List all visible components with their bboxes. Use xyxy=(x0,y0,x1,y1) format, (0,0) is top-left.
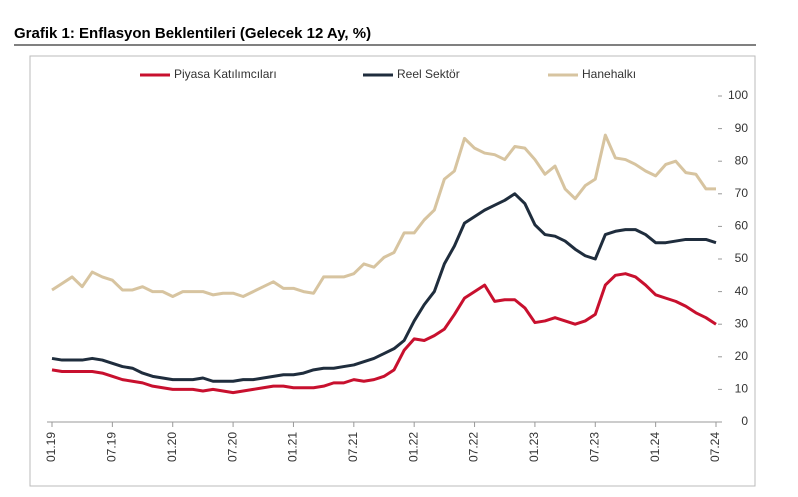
y-tick-label: 80 xyxy=(735,153,749,167)
x-tick-label: 07.19 xyxy=(105,432,119,462)
chart-title: Grafik 1: Enflasyon Beklentileri (Gelece… xyxy=(14,25,371,42)
y-tick-label: 100 xyxy=(728,88,748,102)
x-tick-label: 07.24 xyxy=(708,432,722,462)
legend-label: Hanehalkı xyxy=(582,67,636,81)
series-line xyxy=(51,272,717,395)
y-tick-label: 60 xyxy=(735,219,749,233)
x-tick-label: 07.21 xyxy=(346,432,360,462)
y-tick-label: 40 xyxy=(735,284,749,298)
series-line xyxy=(51,192,717,383)
y-tick-label: 90 xyxy=(735,121,749,135)
x-tick-label: 01.24 xyxy=(648,432,662,462)
x-tick-label: 07.22 xyxy=(467,432,481,462)
x-tick-label: 01.22 xyxy=(406,432,420,462)
y-tick-label: 0 xyxy=(741,414,748,428)
legend-label: Reel Sektör xyxy=(397,67,460,81)
x-tick-label: 01.19 xyxy=(44,432,58,462)
x-tick-label: 07.23 xyxy=(587,432,601,462)
y-tick-label: 30 xyxy=(735,316,749,330)
x-tick-label: 01.20 xyxy=(165,432,179,462)
y-tick-label: 10 xyxy=(735,382,749,396)
y-tick-label: 70 xyxy=(735,186,749,200)
chart-frame xyxy=(29,55,756,487)
y-tick-label: 50 xyxy=(735,251,749,265)
x-tick-label: 01.21 xyxy=(286,432,300,462)
y-tick-label: 20 xyxy=(735,349,749,363)
legend-label: Piyasa Katılımcıları xyxy=(174,67,277,81)
x-tick-label: 01.23 xyxy=(527,432,541,462)
series-line xyxy=(51,133,716,298)
x-tick-label: 07.20 xyxy=(225,432,239,462)
